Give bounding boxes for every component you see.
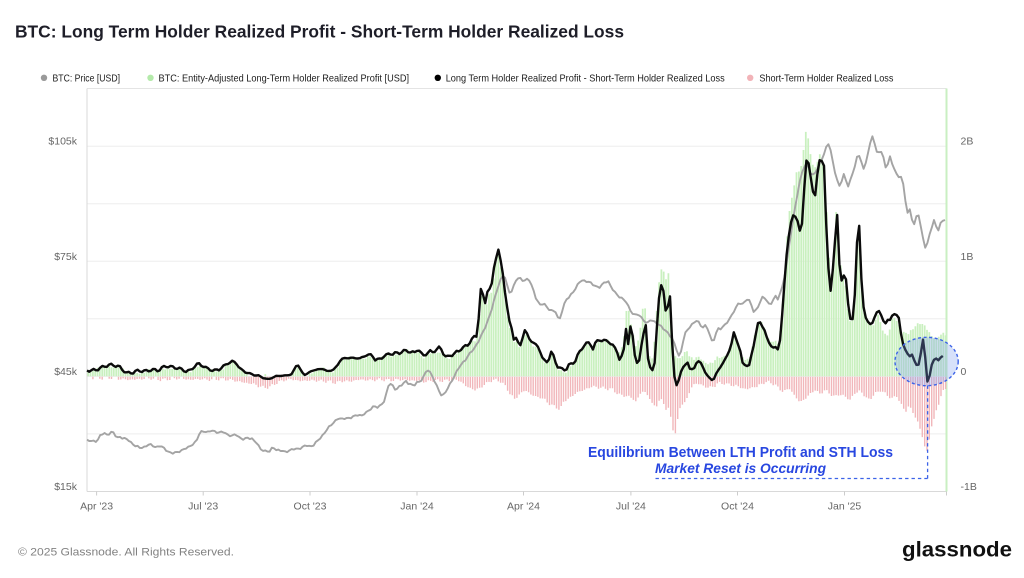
svg-text:Jul '23: Jul '23 [188,501,218,513]
svg-text:$105k: $105k [48,136,77,148]
svg-text:Short-Term Holder Realized Los: Short-Term Holder Realized Loss [759,73,893,85]
svg-text:Jan '25: Jan '25 [828,501,862,513]
svg-text:$75k: $75k [54,251,78,263]
svg-text:0: 0 [961,366,967,378]
svg-text:Market Reset is Occurring: Market Reset is Occurring [655,460,826,476]
svg-text:glassnode: glassnode [902,539,1012,562]
svg-text:BTC: Price [USD]: BTC: Price [USD] [53,73,121,85]
svg-text:Jan '24: Jan '24 [400,501,434,513]
svg-text:2B: 2B [961,136,974,148]
svg-text:BTC: Long Term Holder Realized: BTC: Long Term Holder Realized Profit - … [15,22,624,42]
svg-text:Equilibrium Between LTH Profit: Equilibrium Between LTH Profit and STH L… [588,445,893,461]
svg-text:$15k: $15k [54,481,78,493]
svg-text:$45k: $45k [54,366,78,378]
svg-text:© 2025 Glassnode. All Rights R: © 2025 Glassnode. All Rights Reserved. [18,547,234,559]
svg-text:Apr '23: Apr '23 [80,501,113,513]
svg-text:BTC: Entity-Adjusted Long-Term: BTC: Entity-Adjusted Long-Term Holder Re… [159,73,410,85]
svg-text:Apr '24: Apr '24 [507,501,540,513]
svg-text:Oct '24: Oct '24 [721,501,754,513]
svg-text:1B: 1B [961,251,974,263]
svg-text:Oct '23: Oct '23 [294,501,327,513]
svg-text:-1B: -1B [961,481,977,493]
svg-text:Long Term Holder Realized Prof: Long Term Holder Realized Profit - Short… [446,73,725,85]
svg-text:Jul '24: Jul '24 [616,501,646,513]
